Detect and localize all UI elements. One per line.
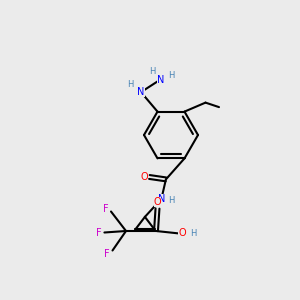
Text: F: F xyxy=(103,204,108,214)
Text: H: H xyxy=(168,70,174,80)
Text: H: H xyxy=(190,229,197,238)
Text: O: O xyxy=(154,197,161,207)
Text: H: H xyxy=(168,196,174,205)
Text: O: O xyxy=(140,172,148,182)
Text: N: N xyxy=(157,74,164,85)
Text: F: F xyxy=(104,249,110,259)
Text: H: H xyxy=(127,80,134,89)
Text: H: H xyxy=(149,67,155,76)
Text: O: O xyxy=(178,228,186,239)
Text: N: N xyxy=(158,194,165,204)
Text: F: F xyxy=(96,227,102,238)
Text: N: N xyxy=(137,87,145,97)
